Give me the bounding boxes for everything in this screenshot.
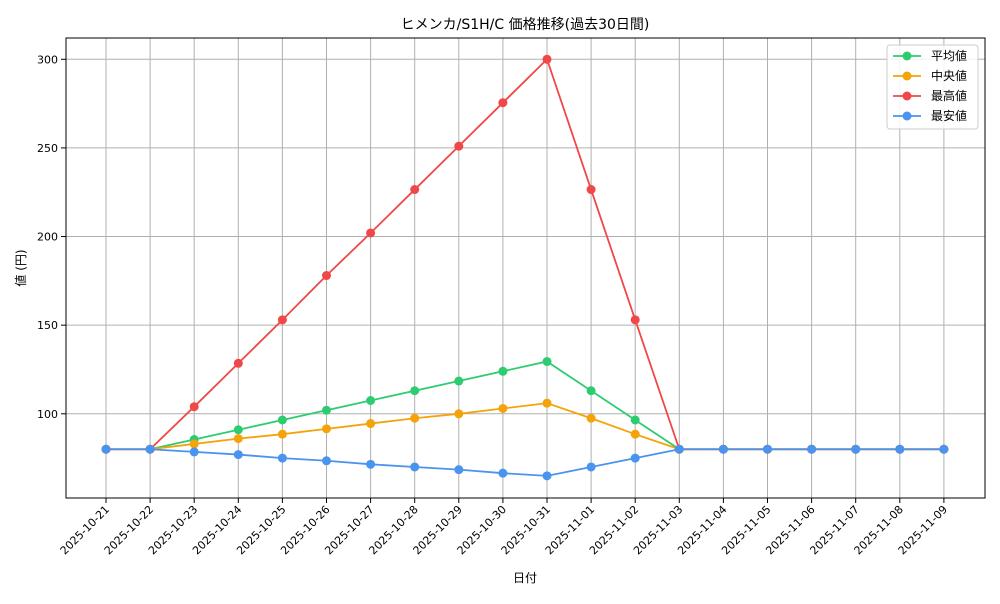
data-point <box>939 444 949 454</box>
series-2 <box>101 54 949 454</box>
data-point <box>410 462 420 472</box>
legend-marker <box>902 111 912 121</box>
data-point <box>542 398 552 408</box>
data-point <box>851 444 861 454</box>
data-point <box>145 444 155 454</box>
legend-item: 最安値 <box>893 108 967 123</box>
data-point <box>322 424 331 434</box>
data-point <box>498 403 508 413</box>
data-point <box>277 415 287 425</box>
data-point <box>586 386 596 396</box>
plot-frame <box>65 37 986 499</box>
axes: 2025-10-212025-10-222025-10-232025-10-24… <box>37 53 950 557</box>
data-point <box>189 447 199 457</box>
y-axis-title: 値 (円) <box>13 249 28 286</box>
legend-label: 平均値 <box>931 48 967 63</box>
legend-marker <box>902 91 912 101</box>
legend-item: 平均値 <box>893 48 967 63</box>
data-point <box>322 271 331 281</box>
data-point <box>366 396 376 406</box>
data-point <box>410 185 420 195</box>
series-3 <box>101 444 949 481</box>
legend-box <box>886 44 979 130</box>
data-point <box>895 444 905 454</box>
data-point <box>630 315 640 325</box>
series-line <box>106 402 944 451</box>
series-line <box>106 57 944 451</box>
data-point <box>718 444 728 454</box>
data-point <box>366 459 376 469</box>
legend-marker <box>902 71 912 81</box>
data-point <box>277 453 287 463</box>
series-1 <box>101 398 949 454</box>
series-lines <box>101 54 949 481</box>
data-point <box>498 98 508 108</box>
data-point <box>807 444 817 454</box>
data-point <box>454 376 464 386</box>
data-point <box>674 444 684 454</box>
data-point <box>189 402 199 412</box>
data-point <box>630 453 640 463</box>
data-point <box>542 357 552 367</box>
data-point <box>498 468 508 478</box>
data-point <box>410 386 420 396</box>
data-point <box>189 439 199 449</box>
series-line <box>106 448 944 477</box>
data-point <box>630 429 640 439</box>
data-point <box>542 471 552 481</box>
data-point <box>322 405 331 415</box>
data-point <box>410 413 420 423</box>
data-point <box>233 358 243 368</box>
legend-label: 最安値 <box>931 108 967 123</box>
data-point <box>498 366 508 376</box>
data-point <box>454 141 464 151</box>
y-tick-label: 150 <box>37 319 58 332</box>
data-point <box>586 413 596 423</box>
y-tick-label: 250 <box>37 142 58 155</box>
data-point <box>454 409 464 419</box>
data-point <box>630 415 640 425</box>
data-point <box>277 315 287 325</box>
data-point <box>233 425 243 435</box>
data-point <box>322 456 331 466</box>
chart-title: ヒメンカ/S1H/C 価格推移(過去30日間) <box>401 17 650 33</box>
data-point <box>763 444 772 454</box>
y-tick-label: 100 <box>37 408 58 421</box>
grid <box>66 38 985 498</box>
data-point <box>277 429 287 439</box>
data-point <box>233 450 243 460</box>
data-point <box>366 419 376 429</box>
data-point <box>454 465 464 475</box>
data-point <box>586 462 596 472</box>
x-axis-title: 日付 <box>513 571 537 585</box>
data-point <box>542 54 552 64</box>
legend-label: 中央値 <box>931 68 967 83</box>
data-point <box>366 228 376 238</box>
data-point <box>586 185 596 195</box>
legend-marker <box>902 51 912 61</box>
data-point <box>233 434 243 444</box>
data-point <box>101 444 111 454</box>
legend-item: 中央値 <box>893 68 967 83</box>
legend-label: 最高値 <box>931 88 967 103</box>
y-tick-label: 300 <box>37 53 58 66</box>
legend-item: 最高値 <box>893 88 967 103</box>
y-tick-label: 200 <box>37 231 58 244</box>
